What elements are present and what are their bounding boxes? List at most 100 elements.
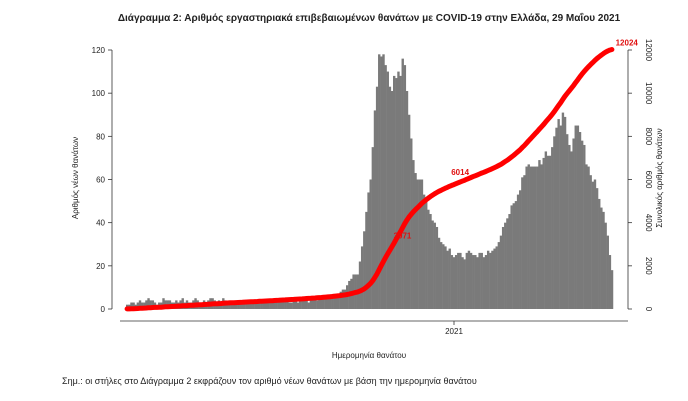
bar — [301, 300, 304, 309]
bar — [572, 138, 575, 309]
bar — [247, 302, 251, 309]
bar — [132, 302, 135, 309]
bar — [258, 300, 261, 309]
bar — [243, 300, 246, 309]
bar — [497, 242, 501, 309]
y-tick-label: 60 — [96, 176, 105, 185]
bar — [508, 214, 511, 309]
bar — [384, 65, 387, 309]
bar — [444, 246, 447, 309]
bar — [418, 179, 422, 309]
bar — [234, 302, 238, 309]
bar — [281, 300, 285, 309]
y-tick-label: 120 — [92, 46, 106, 55]
bar — [600, 207, 603, 309]
y2-axis-label: Συνολικός αριθμός θανάτων — [655, 128, 664, 227]
bar — [299, 300, 302, 309]
bar — [527, 164, 530, 309]
bar — [480, 252, 483, 309]
bar — [610, 270, 614, 309]
bars-group — [126, 54, 614, 310]
y2-tick-label: 12000 — [644, 39, 653, 62]
bar — [410, 138, 413, 309]
bar — [593, 179, 597, 309]
bar — [501, 226, 505, 309]
bar — [580, 140, 584, 309]
bar — [337, 293, 340, 309]
bar — [531, 166, 535, 309]
bar — [252, 302, 255, 309]
bar — [495, 246, 498, 309]
cumulative-label: 6014 — [451, 168, 469, 177]
bar — [286, 300, 289, 309]
bar — [540, 164, 543, 309]
bar — [591, 181, 595, 309]
bar — [551, 147, 554, 310]
axes-group: 0 20 40 60 80 100 120 0 2000 4000 6000 8000 10000 120… — [92, 39, 653, 336]
bar — [510, 205, 513, 309]
bar — [254, 302, 257, 309]
bar — [360, 246, 364, 309]
bar — [459, 252, 462, 309]
bar — [390, 91, 394, 309]
bar — [262, 302, 266, 309]
bar — [542, 157, 545, 309]
bar — [294, 300, 298, 309]
bar — [226, 302, 229, 309]
bar — [576, 125, 580, 309]
y-tick-label: 0 — [101, 305, 106, 314]
y-tick-label: 80 — [96, 132, 105, 141]
bar — [486, 250, 490, 309]
bar — [425, 198, 428, 309]
bar — [136, 302, 140, 309]
bar — [147, 298, 150, 309]
bar — [568, 144, 571, 309]
bar — [307, 302, 310, 309]
bar — [431, 220, 434, 309]
chart-title: Διάγραμμα 2: Αριθμός εργαστηριακά επιβεβ… — [118, 12, 621, 24]
bar — [533, 166, 537, 309]
bar — [318, 298, 321, 309]
bar — [335, 296, 338, 309]
bar — [399, 75, 402, 310]
cumulative-line — [124, 47, 615, 312]
bar — [516, 194, 520, 309]
bar — [346, 285, 349, 309]
bar — [380, 56, 383, 310]
y-tick-label: 20 — [96, 262, 105, 271]
bar — [311, 300, 315, 309]
bar — [529, 166, 533, 309]
bar — [403, 65, 407, 309]
bar — [324, 298, 328, 309]
bar — [363, 231, 366, 309]
bar — [288, 302, 291, 309]
bar — [598, 198, 601, 309]
bar — [422, 194, 426, 309]
bar — [303, 298, 306, 309]
bar — [546, 155, 550, 309]
bar — [266, 302, 270, 309]
bar — [493, 248, 496, 309]
cumulative-label: 3071 — [394, 232, 412, 241]
bar — [461, 257, 464, 309]
bar — [412, 160, 415, 309]
bar — [446, 250, 449, 309]
bar — [130, 302, 133, 309]
y2-tick-label: 0 — [644, 307, 653, 312]
bar — [284, 300, 287, 309]
bar — [343, 289, 347, 309]
bar — [407, 114, 411, 309]
bar — [264, 300, 268, 309]
bar — [523, 175, 526, 309]
bar — [433, 222, 436, 309]
bar — [454, 255, 458, 309]
bar — [388, 86, 392, 309]
bar — [309, 298, 313, 309]
bar — [574, 125, 577, 309]
bar — [578, 132, 582, 309]
bar — [457, 252, 460, 309]
bar — [279, 298, 283, 309]
y2-tick-label: 6000 — [644, 171, 653, 189]
bar — [467, 250, 471, 309]
bar — [151, 300, 155, 309]
